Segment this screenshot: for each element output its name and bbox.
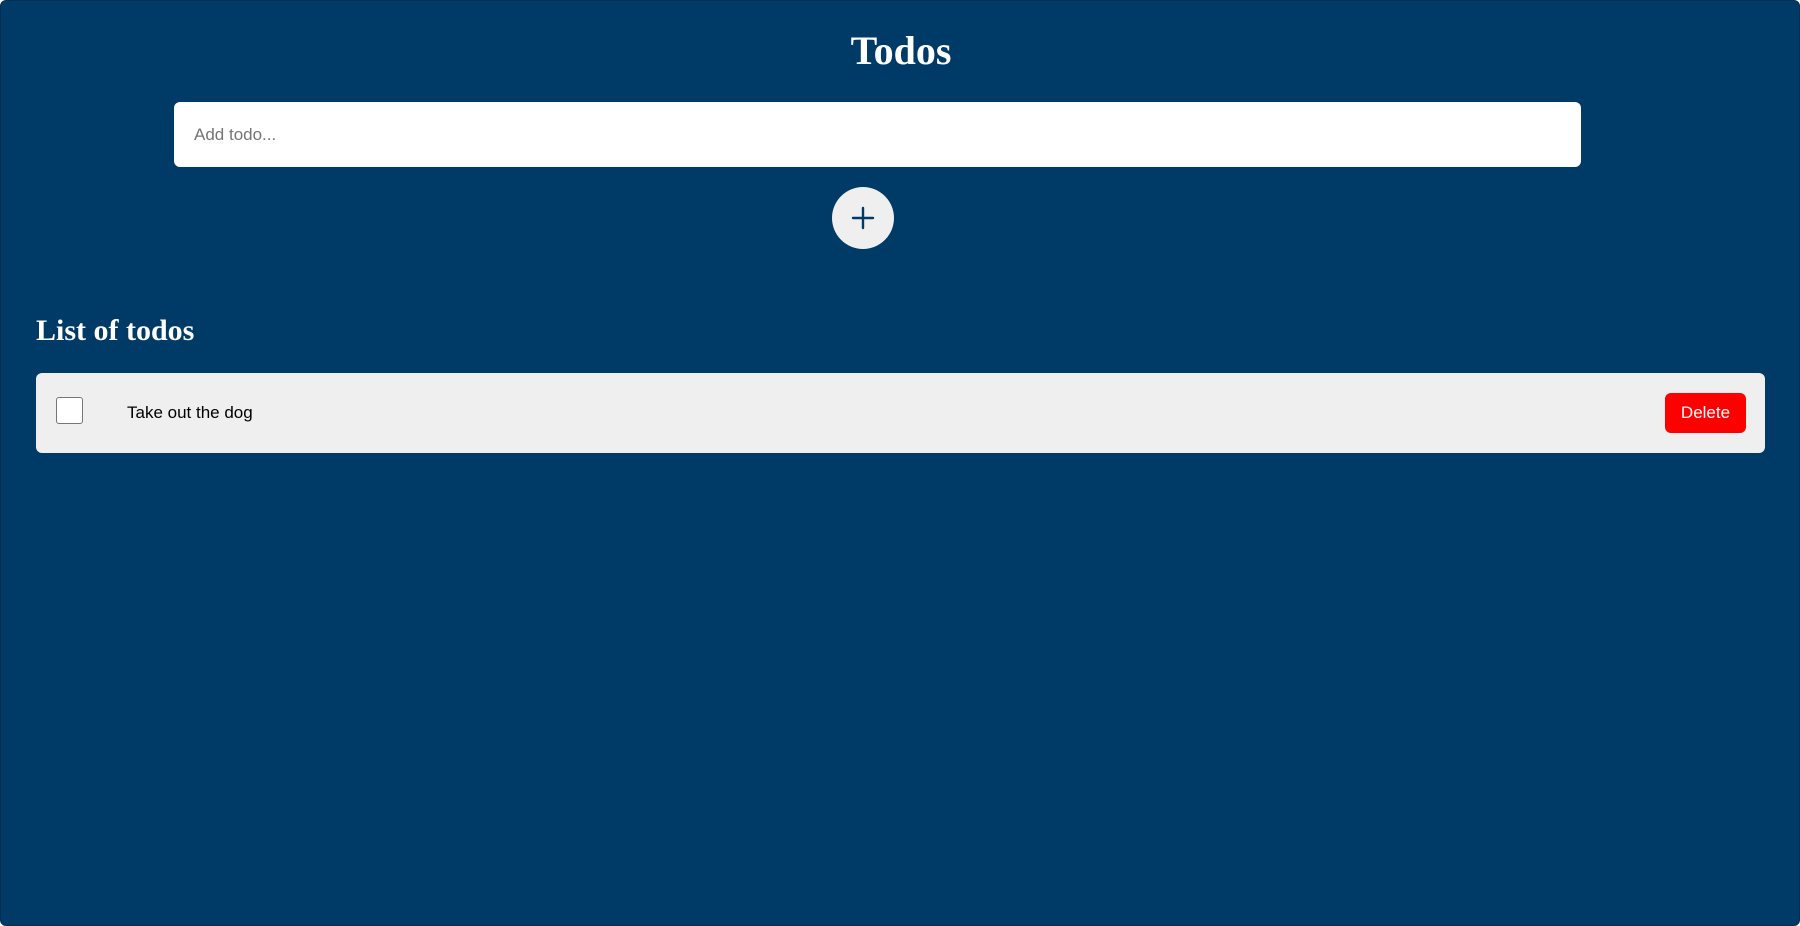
add-todo-button[interactable] xyxy=(832,187,894,249)
todo-complete-checkbox[interactable] xyxy=(56,397,83,424)
todo-list-heading: List of todos xyxy=(36,314,195,347)
page-title: Todos xyxy=(850,28,952,73)
plus-icon xyxy=(851,206,875,230)
delete-todo-button[interactable]: Delete xyxy=(1665,393,1746,433)
todo-text: Take out the dog xyxy=(127,403,253,422)
add-todo-input[interactable] xyxy=(174,102,1581,167)
todo-list-item: Take out the dog Delete xyxy=(36,373,1765,453)
